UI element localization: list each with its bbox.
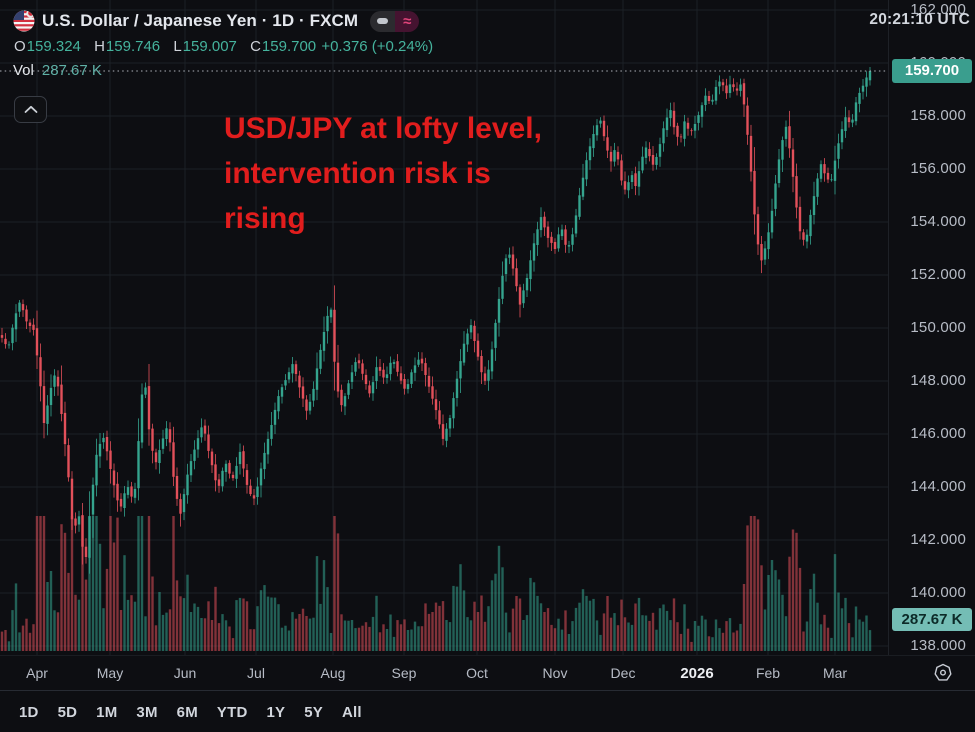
month-tick-label: Apr xyxy=(26,665,48,681)
range-button-1m[interactable]: 1M xyxy=(96,703,118,721)
price-tick-label: 142.000 xyxy=(910,531,966,548)
analyst-annotation: USD/JPY at lofty level, intervention ris… xyxy=(224,106,584,241)
month-tick-label: Mar xyxy=(822,665,848,681)
month-tick-label: Oct xyxy=(466,665,488,681)
open-value: 159.324 xyxy=(26,38,81,55)
range-button-5d[interactable]: 5D xyxy=(57,703,78,721)
current-volume-badge: 287.67 K xyxy=(892,608,972,631)
timezone-settings-icon[interactable] xyxy=(933,663,953,683)
open-label: O xyxy=(14,38,26,55)
ohlc-readout: O159.324 H159.746 L159.007 C159.700 +0.3… xyxy=(13,38,433,56)
month-tick-label: 2026 xyxy=(680,665,714,682)
low-value: 159.007 xyxy=(182,38,237,55)
chevron-up-icon xyxy=(24,105,37,113)
annotation-line: rising xyxy=(224,202,306,235)
chart-canvas[interactable] xyxy=(0,0,888,655)
volume-value: 287.67 K xyxy=(41,62,102,79)
price-axis[interactable]: 162.000160.000158.000156.000154.000152.0… xyxy=(888,0,975,655)
time-axis[interactable]: Apr May Jun Jul Aug Sep Oct Nov Dec 2026 Feb Mar xyxy=(0,655,975,691)
high-value: 159.746 xyxy=(105,38,161,55)
range-button-all[interactable]: All xyxy=(342,703,362,721)
usdjpy-flag-icon xyxy=(13,10,35,32)
price-tick-label: 144.000 xyxy=(910,478,966,495)
price-tick-label: 162.000 xyxy=(910,1,966,18)
symbol-title[interactable]: U.S. Dollar / Japanese Yen · 1D · FXCM xyxy=(42,11,359,30)
high-label: H xyxy=(94,38,105,55)
price-tick-label: 146.000 xyxy=(910,425,966,442)
month-tick-label: May xyxy=(96,665,124,681)
range-toolbar: 1D 5D 1M 3M 6M YTD 1Y 5Y All xyxy=(0,692,975,732)
month-tick-label: Jul xyxy=(247,665,265,681)
month-tick-label: Sep xyxy=(391,665,417,681)
range-button-6m[interactable]: 6M xyxy=(176,703,198,721)
price-tick-label: 138.000 xyxy=(910,637,966,654)
utc-clock[interactable]: 20:21:10 UTC xyxy=(869,11,970,28)
annotation-line: USD/JPY at lofty level, xyxy=(224,112,542,145)
change-value: +0.376 (+0.24%) xyxy=(321,38,434,55)
range-button-1y[interactable]: 1Y xyxy=(266,703,286,721)
price-tick-label: 152.000 xyxy=(910,266,966,283)
low-label: L xyxy=(173,38,182,55)
price-tick-label: 158.000 xyxy=(910,107,966,124)
volume-readout: Vol 287.67 K xyxy=(13,62,433,80)
indicator-toggle-pill[interactable]: ≈ xyxy=(370,10,420,32)
range-button-5y[interactable]: 5Y xyxy=(304,703,324,721)
close-value: 159.700 xyxy=(261,38,317,55)
dash-toggle-icon[interactable] xyxy=(370,10,396,32)
volume-label: Vol xyxy=(13,62,34,79)
range-button-3m[interactable]: 3M xyxy=(136,703,158,721)
close-label: C xyxy=(250,38,261,55)
price-tick-label: 154.000 xyxy=(910,213,966,230)
price-tick-label: 140.000 xyxy=(910,584,966,601)
chart-legend: U.S. Dollar / Japanese Yen · 1D · FXCM ≈… xyxy=(13,9,433,80)
month-tick-label: Jun xyxy=(173,665,197,681)
range-button-1d[interactable]: 1D xyxy=(19,703,39,721)
month-tick-label: Nov xyxy=(542,665,568,681)
month-tick-label: Dec xyxy=(610,665,636,681)
collapse-panel-button[interactable] xyxy=(14,96,47,123)
current-price-badge: 159.700 xyxy=(892,58,972,83)
range-button-ytd[interactable]: YTD xyxy=(216,703,248,721)
price-tick-label: 156.000 xyxy=(910,160,966,177)
price-tick-label: 150.000 xyxy=(910,319,966,336)
price-tick-label: 148.000 xyxy=(910,372,966,389)
wave-toggle-icon[interactable]: ≈ xyxy=(395,10,420,32)
month-tick-label: Feb xyxy=(755,665,781,681)
annotation-line: intervention risk is xyxy=(224,157,491,190)
month-tick-label: Aug xyxy=(320,665,346,681)
